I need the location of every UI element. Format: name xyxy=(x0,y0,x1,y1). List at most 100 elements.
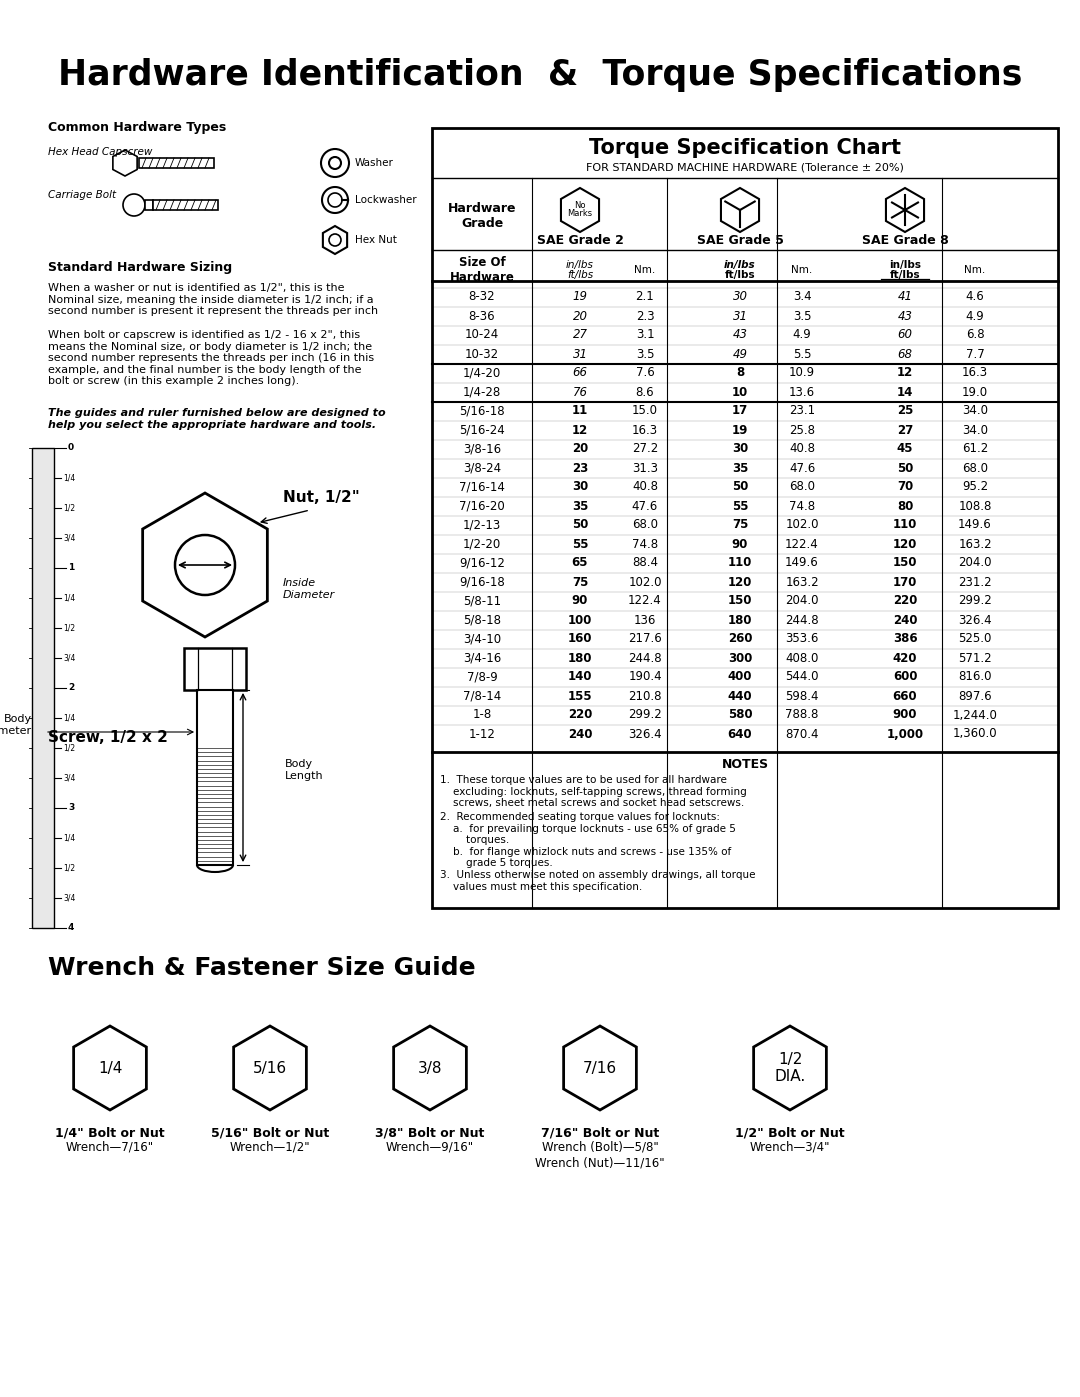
Circle shape xyxy=(123,194,145,217)
Text: Wrench—1/2": Wrench—1/2" xyxy=(230,1141,310,1154)
Text: NOTES: NOTES xyxy=(721,757,769,771)
Text: 1/4-28: 1/4-28 xyxy=(463,386,501,398)
Text: 10.9: 10.9 xyxy=(788,366,815,380)
Bar xyxy=(197,690,233,865)
Text: 27.2: 27.2 xyxy=(632,443,658,455)
Text: 74.8: 74.8 xyxy=(632,538,658,550)
Text: Body
Diameter: Body Diameter xyxy=(0,714,32,736)
Text: Hardware
Grade: Hardware Grade xyxy=(448,203,516,231)
Text: 1.  These torque values are to be used for all hardware
    excluding: locknuts,: 1. These torque values are to be used fo… xyxy=(440,775,746,809)
Text: 640: 640 xyxy=(728,728,753,740)
Text: 27: 27 xyxy=(896,423,913,436)
Text: 40.8: 40.8 xyxy=(789,443,815,455)
Text: 3/4: 3/4 xyxy=(63,654,76,662)
Polygon shape xyxy=(754,1025,826,1111)
Text: 260: 260 xyxy=(728,633,753,645)
Text: 149.6: 149.6 xyxy=(785,556,819,570)
Text: 90: 90 xyxy=(732,538,748,550)
Text: 3/4-10: 3/4-10 xyxy=(463,633,501,645)
Polygon shape xyxy=(323,226,347,254)
Text: 7/16-20: 7/16-20 xyxy=(459,500,504,513)
Text: 598.4: 598.4 xyxy=(785,690,819,703)
Text: 108.8: 108.8 xyxy=(958,500,991,513)
Text: 43: 43 xyxy=(732,328,747,341)
Text: Wrench—9/16": Wrench—9/16" xyxy=(386,1141,474,1154)
Text: 19: 19 xyxy=(572,291,588,303)
Text: 122.4: 122.4 xyxy=(785,538,819,550)
Text: 102.0: 102.0 xyxy=(785,518,819,531)
Text: 220: 220 xyxy=(568,708,592,721)
Text: 3/8" Bolt or Nut: 3/8" Bolt or Nut xyxy=(376,1126,485,1139)
Text: 163.2: 163.2 xyxy=(958,538,991,550)
Text: 50: 50 xyxy=(732,481,748,493)
Text: SAE Grade 8: SAE Grade 8 xyxy=(862,235,948,247)
Text: 1/2" Bolt or Nut: 1/2" Bolt or Nut xyxy=(735,1126,845,1139)
Text: 55: 55 xyxy=(732,500,748,513)
Text: 353.6: 353.6 xyxy=(785,633,819,645)
Text: 170: 170 xyxy=(893,576,917,588)
Text: When bolt or capscrew is identified as 1/2 - 16 x 2", this
means the Nominal siz: When bolt or capscrew is identified as 1… xyxy=(48,330,374,387)
Polygon shape xyxy=(143,493,268,637)
Text: 571.2: 571.2 xyxy=(958,651,991,665)
Text: 408.0: 408.0 xyxy=(785,651,819,665)
Text: When a washer or nut is identified as 1/2", this is the
Nominal size, meaning th: When a washer or nut is identified as 1/… xyxy=(48,284,378,316)
Text: 180: 180 xyxy=(568,651,592,665)
Text: Wrench—3/4": Wrench—3/4" xyxy=(750,1141,831,1154)
Text: 136: 136 xyxy=(634,613,657,626)
Text: 180: 180 xyxy=(728,613,753,626)
Text: Diameter: Diameter xyxy=(283,590,335,599)
Text: 231.2: 231.2 xyxy=(958,576,991,588)
Text: 7/16" Bolt or Nut: 7/16" Bolt or Nut xyxy=(541,1126,659,1139)
Text: SAE Grade 5: SAE Grade 5 xyxy=(697,235,783,247)
Text: 34.0: 34.0 xyxy=(962,423,988,436)
Text: 16.3: 16.3 xyxy=(962,366,988,380)
Text: 17: 17 xyxy=(732,405,748,418)
Text: 420: 420 xyxy=(893,651,917,665)
Text: 41: 41 xyxy=(897,291,913,303)
Text: 299.2: 299.2 xyxy=(958,595,991,608)
Text: 299.2: 299.2 xyxy=(629,708,662,721)
Text: 1/4: 1/4 xyxy=(63,714,76,722)
Text: 897.6: 897.6 xyxy=(958,690,991,703)
Text: in/lbs: in/lbs xyxy=(889,260,921,270)
Text: 12: 12 xyxy=(572,423,589,436)
Text: FOR STANDARD MACHINE HARDWARE (Tolerance ± 20%): FOR STANDARD MACHINE HARDWARE (Tolerance… xyxy=(586,163,904,173)
Text: The guides and ruler furnished below are designed to
help you select the appropr: The guides and ruler furnished below are… xyxy=(48,408,386,430)
Text: 25.8: 25.8 xyxy=(789,423,815,436)
Text: SAE Grade 2: SAE Grade 2 xyxy=(537,235,623,247)
Circle shape xyxy=(175,535,235,595)
Text: Nm.: Nm. xyxy=(792,265,812,275)
Text: Inside: Inside xyxy=(283,578,316,588)
Text: ft/lbs: ft/lbs xyxy=(725,270,755,279)
Text: 4.6: 4.6 xyxy=(966,291,984,303)
Text: 110: 110 xyxy=(893,518,917,531)
Text: 20: 20 xyxy=(572,310,588,323)
Text: 7.7: 7.7 xyxy=(966,348,984,360)
Text: Lockwasher: Lockwasher xyxy=(355,196,417,205)
Text: in/lbs: in/lbs xyxy=(566,260,594,270)
Text: 900: 900 xyxy=(893,708,917,721)
Text: Wrench & Fastener Size Guide: Wrench & Fastener Size Guide xyxy=(48,956,475,981)
Text: 1,360.0: 1,360.0 xyxy=(953,728,997,740)
Text: 34.0: 34.0 xyxy=(962,405,988,418)
Text: Wrench (Bolt)—5/8"
Wrench (Nut)—11/16": Wrench (Bolt)—5/8" Wrench (Nut)—11/16" xyxy=(536,1141,665,1169)
Bar xyxy=(139,158,214,168)
Text: 7/8-14: 7/8-14 xyxy=(463,690,501,703)
Text: 120: 120 xyxy=(893,538,917,550)
Text: 2.1: 2.1 xyxy=(636,291,654,303)
Text: Common Hardware Types: Common Hardware Types xyxy=(48,122,226,134)
Text: Marks: Marks xyxy=(567,210,593,218)
Text: 68.0: 68.0 xyxy=(789,481,815,493)
Text: 45: 45 xyxy=(896,443,914,455)
Text: 326.4: 326.4 xyxy=(958,613,991,626)
Text: 68.0: 68.0 xyxy=(632,518,658,531)
Text: 1/4" Bolt or Nut: 1/4" Bolt or Nut xyxy=(55,1126,165,1139)
Text: 35: 35 xyxy=(571,500,589,513)
Circle shape xyxy=(329,235,341,246)
Text: 2.  Recommended seating torque values for locknuts:
    a.  for prevailing torqu: 2. Recommended seating torque values for… xyxy=(440,812,735,869)
Text: 12: 12 xyxy=(896,366,913,380)
Text: 60: 60 xyxy=(897,328,913,341)
Text: 120: 120 xyxy=(728,576,752,588)
Text: 788.8: 788.8 xyxy=(785,708,819,721)
Text: Body
Length: Body Length xyxy=(285,759,324,781)
